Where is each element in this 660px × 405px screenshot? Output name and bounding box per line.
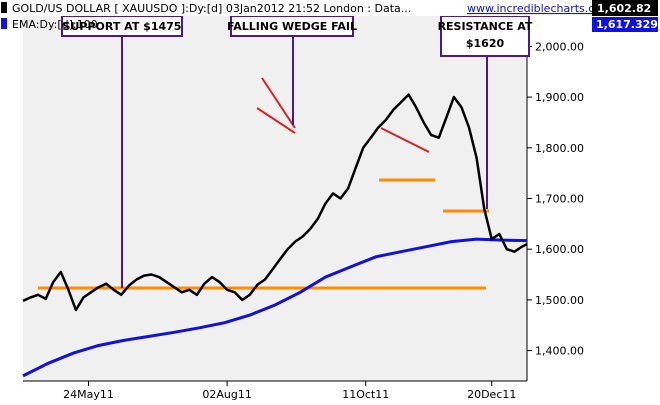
wedge-upper-line (261, 77, 296, 129)
ema-value-label: 1,617.3292 (596, 18, 660, 31)
y-axis-ticks: 1,400.00 1,500.00 1,600.00 1,700.00 1,800.00… (527, 40, 584, 358)
support-annotation-text: SUPPORT AT $1475 (63, 20, 182, 33)
y-tick-label: 1,900.00 (535, 91, 584, 104)
wedge-annotation-text: FALLING WEDGE FAIL (227, 20, 357, 33)
y-tick-label: 1,800.00 (535, 142, 584, 155)
descending-trend-line (380, 127, 430, 153)
x-tick-label: 24May11 (63, 388, 114, 401)
resistance-annotation-line1: RESISTANCE AT (438, 20, 533, 33)
y-tick-label: 1,700.00 (535, 193, 584, 206)
ema-legend-swatch (1, 18, 7, 29)
plot-area (23, 16, 527, 381)
price-legend-swatch (1, 2, 7, 13)
resistance-annotation-box (440, 15, 530, 57)
ema-legend-label: EMA:Dy:[d]:100 (12, 18, 98, 31)
x-tick-label: 02Aug11 (202, 388, 251, 401)
resistance-annotation-line2: $1620 (466, 37, 505, 50)
wedge-lower-line (256, 107, 296, 134)
price-value-box (592, 0, 658, 16)
series-title: GOLD/US DOLLAR [ XAUUSDO ]:Dy:[d] 03Jan2… (12, 2, 411, 15)
y-tick-label: 1,500.00 (535, 294, 584, 307)
x-tick-label: 11Oct11 (342, 388, 389, 401)
price-value-label: 1,602.82 (597, 2, 651, 15)
x-axis-ticks: 24May11 02Aug11 11Oct11 20Dec11 (63, 381, 516, 401)
website-link[interactable]: www.incrediblecharts.com (467, 2, 612, 15)
ema-value-box (592, 17, 658, 32)
price-series-line (22, 93, 528, 312)
ema-series-line (22, 237, 528, 378)
y-tick-label: 1,600.00 (535, 243, 584, 256)
y-tick-label: 2,000.00 (535, 40, 584, 53)
x-tick-label: 20Dec11 (467, 388, 516, 401)
y-tick-label: 1,400.00 (535, 345, 584, 358)
header-bar (0, 0, 660, 16)
